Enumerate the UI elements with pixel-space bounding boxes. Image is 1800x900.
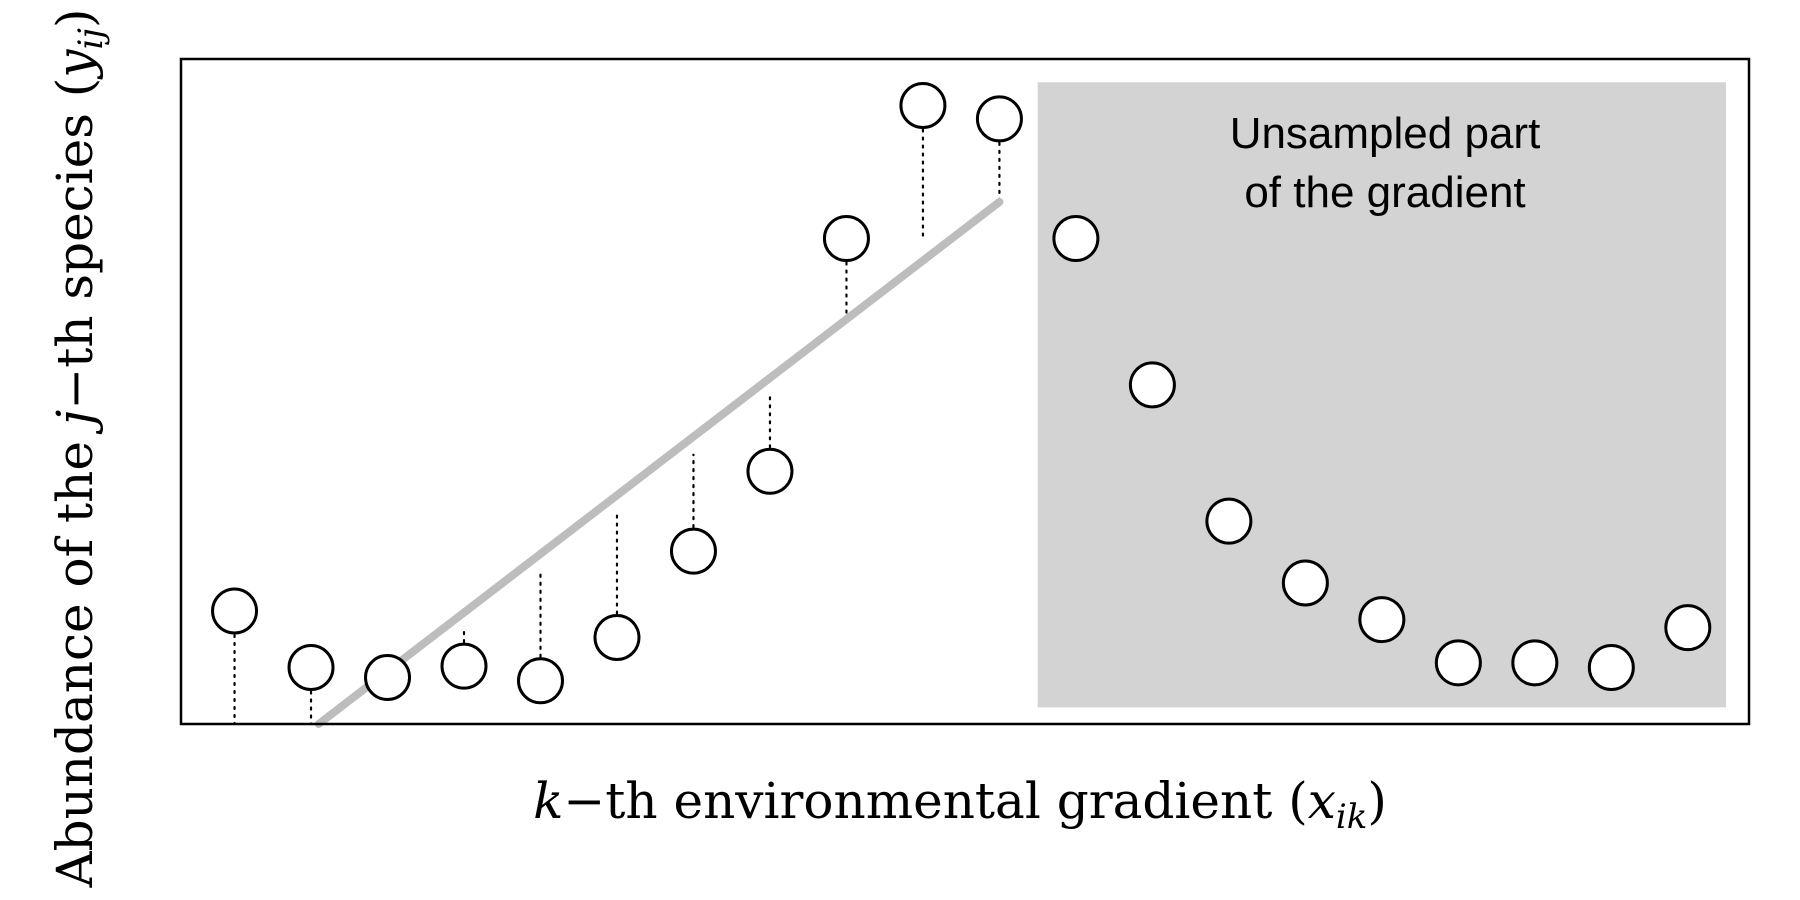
sampled-point — [593, 614, 641, 662]
x-label-text: −th environmental gradient ( — [563, 772, 1307, 830]
unsampled-point — [1205, 497, 1253, 545]
unsampled-point — [1358, 596, 1406, 644]
x-label-close: ) — [1367, 772, 1387, 830]
fit-line — [314, 197, 1004, 728]
unsampled-label-line-1: Unsampled part — [1230, 109, 1541, 158]
sampled-point — [287, 643, 335, 691]
y-label-sub: ij — [71, 28, 111, 50]
sampled-point — [516, 657, 564, 705]
y-label-text: −th species ( — [46, 78, 104, 410]
unsampled-point — [1587, 643, 1635, 691]
unsampled-point — [1511, 639, 1559, 687]
y-label-close: ) — [46, 9, 104, 29]
unsampled-point — [1664, 604, 1712, 652]
unsampled-region-label: Unsampled part of the gradient — [1230, 109, 1541, 217]
y-label-prefix: Abundance of the — [46, 425, 104, 888]
unsampled-point — [1281, 559, 1329, 607]
plot-frame — [179, 57, 1751, 726]
x-label-sub: ik — [1336, 797, 1367, 837]
y-axis-label: Abundance of the j−th species (yij) — [46, 9, 111, 889]
unsampled-point — [1434, 639, 1482, 687]
y-label-sym: y — [46, 49, 104, 80]
x-label-var: k — [533, 772, 563, 830]
unsampled-point — [1128, 361, 1176, 409]
sampled-point — [899, 82, 947, 130]
sampled-point — [440, 642, 488, 690]
sampled-point — [746, 447, 794, 495]
x-axis-label: k−th environmental gradient (xik) — [533, 772, 1387, 837]
sampled-point — [211, 587, 259, 635]
sampled-point — [975, 95, 1023, 143]
sampled-point — [822, 215, 870, 263]
unsampled-label-line-2: of the gradient — [1244, 168, 1525, 217]
sampled-point — [364, 653, 412, 701]
unsampled-point — [1052, 215, 1100, 263]
sampled-point — [669, 527, 717, 575]
plot-area — [179, 57, 1751, 728]
x-label-sym: x — [1308, 772, 1336, 830]
